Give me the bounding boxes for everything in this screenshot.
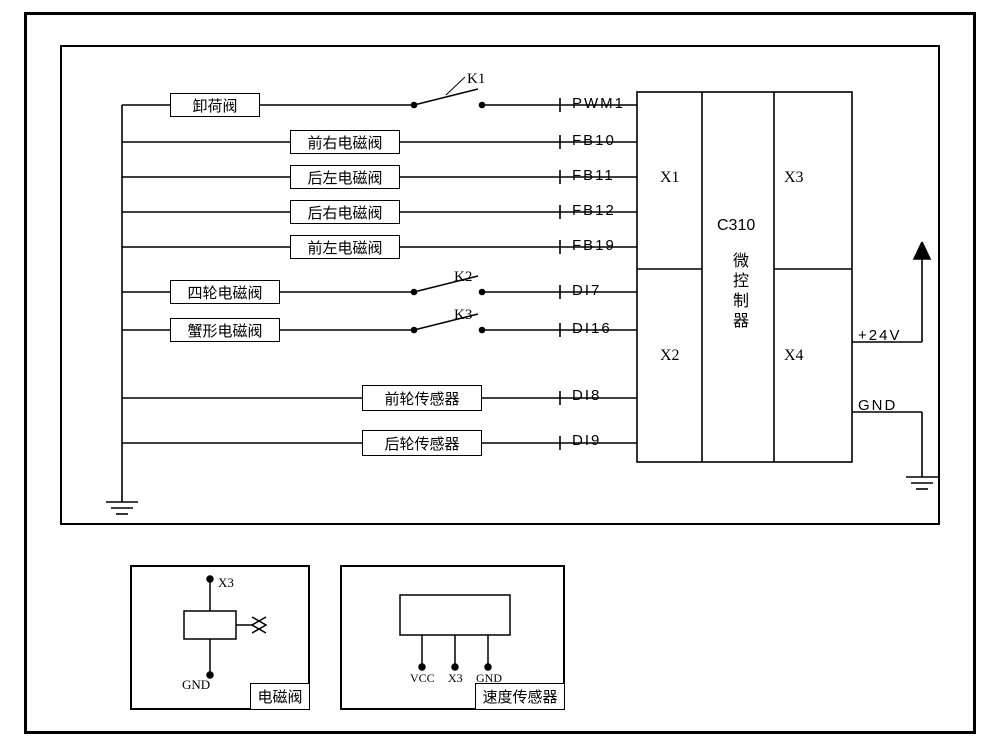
wiring-svg: [62, 47, 942, 527]
legend1-x3: X3: [218, 575, 234, 591]
legend-speed-sensor: VCC X3 GND 速度传感器: [340, 565, 565, 710]
legend2-x3: X3: [448, 671, 463, 686]
main-diagram: 卸荷阀 前右电磁阀 后左电磁阀 后右电磁阀 前左电磁阀 四轮电磁阀 蟹形电磁阀 …: [60, 45, 940, 525]
legend2-vcc: VCC: [410, 671, 435, 686]
legend1-title: 电磁阀: [250, 683, 309, 710]
legend1-gnd: GND: [182, 677, 210, 693]
legend2-title: 速度传感器: [475, 683, 564, 710]
legend-solenoid: X3 GND 电磁阀: [130, 565, 310, 710]
